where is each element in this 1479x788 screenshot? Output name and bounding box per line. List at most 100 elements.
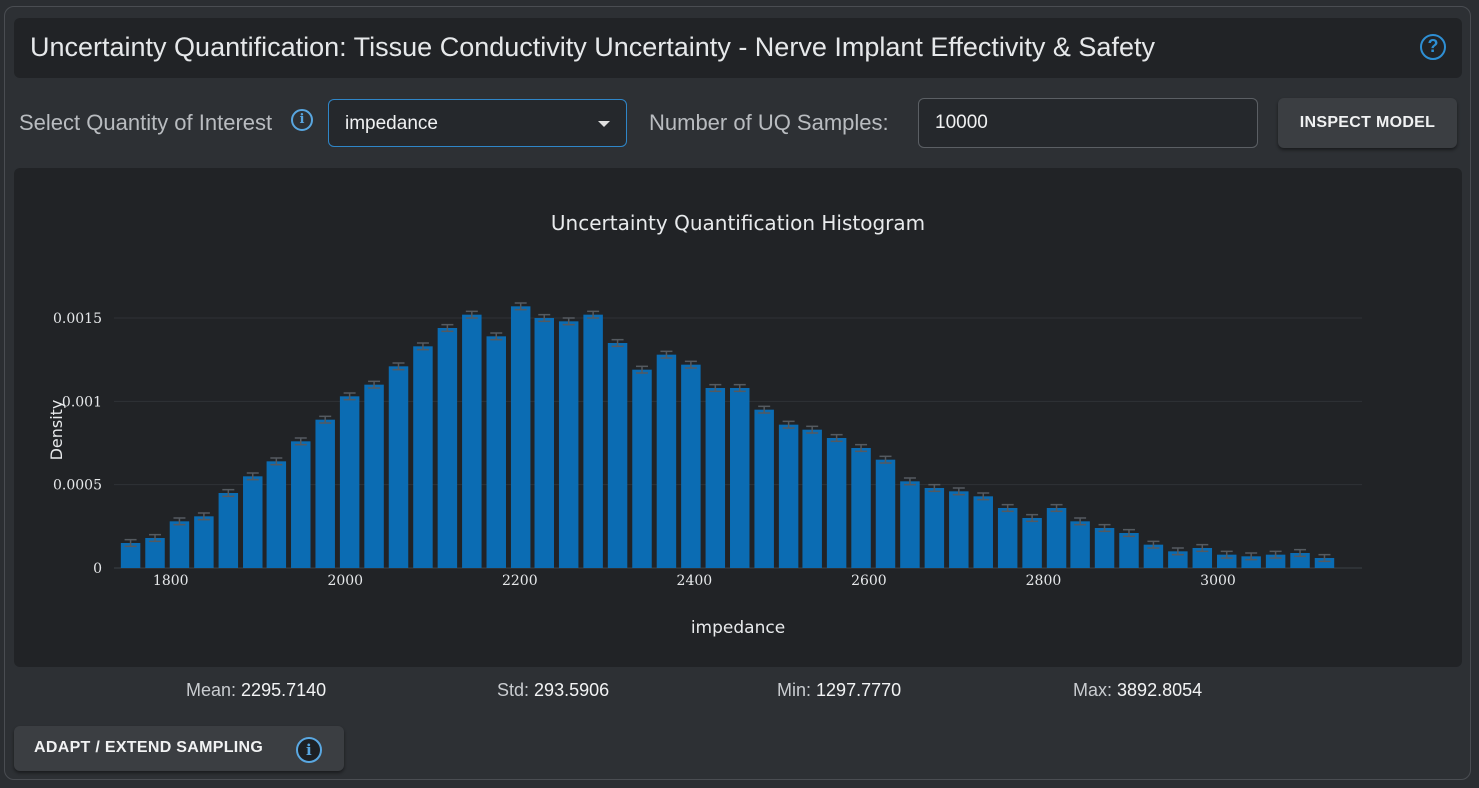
- histogram-bar[interactable]: [900, 481, 920, 568]
- histogram-bar[interactable]: [291, 441, 311, 568]
- samples-label: Number of UQ Samples:: [649, 110, 889, 135]
- histogram-bar[interactable]: [730, 388, 750, 568]
- help-circle-icon[interactable]: ?: [1420, 34, 1446, 60]
- histogram-bar[interactable]: [1022, 518, 1042, 568]
- error-bar: [928, 483, 941, 493]
- error-bar: [830, 433, 843, 443]
- stat-mean-value: 2295.7140: [241, 680, 327, 700]
- y-tick-label: 0.0005: [53, 478, 102, 494]
- histogram-bar[interactable]: [1192, 548, 1213, 568]
- x-tick-label: 2400: [677, 573, 713, 589]
- error-bar: [709, 383, 722, 393]
- error-bar: [538, 313, 551, 323]
- stat-std-label: Std:: [497, 680, 530, 700]
- stat-std: Std: 293.5906: [497, 680, 609, 701]
- error-bar: [636, 365, 648, 374]
- stat-max: Max: 3892.8054: [1073, 680, 1202, 701]
- chart-title: Uncertainty Quantification Histogram: [551, 211, 925, 235]
- histogram-bar[interactable]: [510, 306, 531, 568]
- histogram-bar[interactable]: [924, 488, 945, 568]
- qoi-info-icon[interactable]: i: [291, 109, 313, 131]
- histogram-bar[interactable]: [1143, 544, 1164, 568]
- error-bar: [1171, 547, 1184, 556]
- histogram-bar[interactable]: [997, 508, 1018, 568]
- histogram-bar[interactable]: [705, 388, 726, 568]
- error-bar: [416, 342, 429, 351]
- error-bar: [1074, 517, 1087, 526]
- histogram-bar[interactable]: [437, 328, 458, 568]
- error-bar: [1220, 550, 1233, 559]
- stat-max-label: Max:: [1073, 680, 1113, 700]
- histogram-bar[interactable]: [583, 314, 603, 568]
- error-bar: [343, 392, 356, 401]
- histogram-bar[interactable]: [1119, 533, 1139, 568]
- adapt-info-icon[interactable]: i: [296, 737, 322, 763]
- histogram-bar[interactable]: [1046, 508, 1067, 568]
- x-tick-label: 1800: [153, 573, 189, 589]
- stat-mean: Mean: 2295.7140: [186, 680, 326, 701]
- histogram-bar[interactable]: [656, 354, 677, 568]
- histogram-bar[interactable]: [607, 343, 628, 568]
- error-bar: [684, 360, 697, 369]
- error-bar: [270, 457, 283, 466]
- histogram-bar[interactable]: [266, 461, 287, 568]
- histogram-bar[interactable]: [462, 314, 482, 568]
- error-bar: [903, 477, 916, 486]
- error-bar: [1001, 503, 1014, 513]
- histogram-bar[interactable]: [973, 496, 993, 568]
- histogram-bar[interactable]: [802, 429, 822, 568]
- histogram-bar[interactable]: [486, 336, 506, 568]
- histogram-bar[interactable]: [851, 448, 871, 568]
- histogram-bar[interactable]: [558, 321, 579, 568]
- histogram-bar[interactable]: [169, 521, 190, 568]
- histogram-bar[interactable]: [1241, 556, 1261, 568]
- error-bar: [319, 415, 332, 424]
- qoi-select[interactable]: impedance: [328, 99, 627, 147]
- error-bar: [368, 380, 381, 389]
- histogram-bar[interactable]: [145, 538, 165, 568]
- histogram-bar[interactable]: [826, 438, 847, 568]
- inspect-model-button[interactable]: INSPECT MODEL: [1278, 98, 1457, 148]
- error-bar: [782, 420, 795, 429]
- histogram-bar[interactable]: [949, 491, 969, 568]
- histogram-bar[interactable]: [632, 369, 652, 568]
- error-bar: [1050, 503, 1063, 513]
- histogram-bar[interactable]: [754, 409, 774, 568]
- histogram-bar[interactable]: [681, 364, 701, 568]
- histogram-bar[interactable]: [778, 424, 799, 568]
- histogram-bar[interactable]: [243, 476, 263, 568]
- histogram-bar[interactable]: [1070, 521, 1090, 568]
- histogram-bar[interactable]: [1314, 558, 1335, 568]
- error-bar: [149, 533, 162, 543]
- samples-input[interactable]: [918, 98, 1258, 148]
- stat-max-value: 3892.8054: [1117, 680, 1203, 700]
- error-bar: [1026, 513, 1039, 523]
- error-bar: [1269, 550, 1282, 559]
- histogram-bar[interactable]: [364, 384, 384, 568]
- error-bar: [879, 455, 892, 464]
- error-bar: [587, 310, 600, 319]
- histogram-bar[interactable]: [875, 459, 896, 568]
- stat-min-value: 1297.7770: [816, 680, 902, 700]
- histogram-bar[interactable]: [1168, 551, 1188, 568]
- error-bar: [733, 383, 746, 393]
- stat-min-label: Min:: [777, 680, 812, 700]
- error-bar: [197, 512, 210, 521]
- error-bar: [1196, 543, 1209, 553]
- histogram-bar[interactable]: [1094, 528, 1115, 568]
- histogram-bar[interactable]: [413, 346, 433, 568]
- error-bar: [562, 317, 575, 326]
- histogram-bar[interactable]: [388, 366, 409, 568]
- histogram-bar[interactable]: [120, 543, 141, 568]
- histogram-bar[interactable]: [315, 419, 335, 568]
- adapt-extend-sampling-button[interactable]: ADAPT / EXTEND SAMPLING i: [14, 726, 344, 771]
- error-bar: [465, 310, 478, 319]
- histogram-bar[interactable]: [218, 493, 239, 568]
- error-bar: [124, 538, 137, 548]
- histogram-panel: Uncertainty Quantification Histogram 180…: [14, 168, 1462, 667]
- error-bar: [855, 443, 868, 453]
- histogram-bar[interactable]: [194, 516, 214, 568]
- histogram-bar[interactable]: [534, 318, 554, 568]
- error-bar: [1098, 523, 1111, 533]
- histogram-bar[interactable]: [339, 396, 360, 568]
